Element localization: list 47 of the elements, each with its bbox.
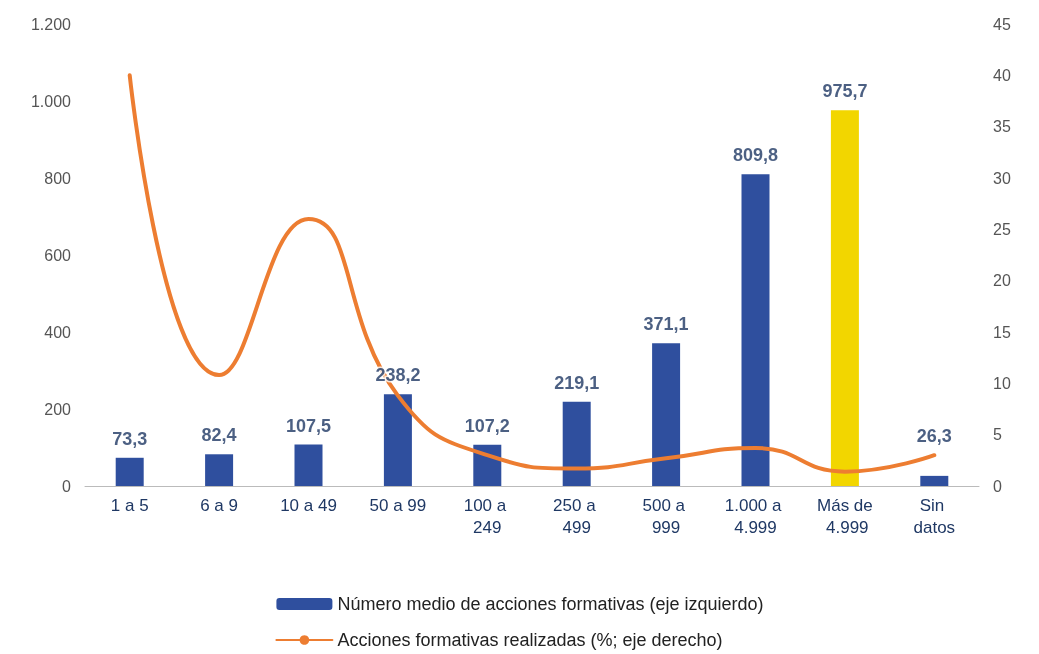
y-tick-label: 0 <box>62 477 72 495</box>
y2-tick-label: 35 <box>993 118 1011 136</box>
y2-tick-label: 5 <box>993 426 1002 444</box>
bar <box>652 343 681 486</box>
data-label: 809,8 <box>732 145 779 166</box>
y-tick-label: 1.000 <box>30 92 72 110</box>
y2-tick-label: 0 <box>993 477 1002 495</box>
bar <box>205 454 234 486</box>
x-tick-label: 1.000 a 4.999 <box>724 495 787 537</box>
y-tick-label: 600 <box>44 246 72 264</box>
bar <box>115 457 144 486</box>
bar <box>920 475 949 486</box>
x-tick-label: 100 a 249 <box>463 495 511 537</box>
bar <box>562 401 591 486</box>
y2-tick-label: 10 <box>993 374 1011 392</box>
data-label: 371,1 <box>643 314 689 335</box>
data-label: 219,1 <box>554 372 600 393</box>
x-tick-label: 250 a 499 <box>553 495 601 537</box>
x-tick-label: Sin datos <box>913 495 956 537</box>
data-label: 73,3 <box>112 428 148 449</box>
x-tick-label: Más de 4.999 <box>817 495 873 537</box>
legend-label: Acciones formativas realizadas (%; eje derecho) <box>337 630 723 650</box>
x-tick-label: 500 a 999 <box>642 495 690 537</box>
data-label: 82,4 <box>201 425 237 446</box>
y-tick-label: 1.200 <box>30 15 72 33</box>
y-tick-label: 400 <box>44 323 72 341</box>
x-tick-label: 6 a 9 <box>200 495 239 515</box>
y-tick-label: 200 <box>44 400 72 418</box>
y2-tick-label: 15 <box>993 323 1011 341</box>
data-label: 26,3 <box>916 426 952 447</box>
data-label: 107,5 <box>285 415 332 436</box>
y2-tick-label: 40 <box>993 66 1011 84</box>
y-tick-label: 800 <box>44 169 72 187</box>
bar <box>383 394 412 486</box>
y2-tick-label: 25 <box>993 220 1011 238</box>
x-tick-label: 50 a 99 <box>369 495 427 515</box>
bar <box>741 174 770 486</box>
data-label: 975,7 <box>822 81 868 102</box>
bar <box>830 110 859 486</box>
data-label: 107,2 <box>464 415 510 436</box>
bar <box>294 444 323 486</box>
x-tick-label: 1 a 5 <box>110 495 149 515</box>
x-tick-label: 10 a 49 <box>280 495 337 515</box>
y2-tick-label: 30 <box>993 169 1011 187</box>
y2-tick-label: 45 <box>993 15 1011 33</box>
legend-label: Número medio de acciones formativas (eje izquierdo) <box>337 594 764 614</box>
y2-tick-label: 20 <box>993 272 1011 290</box>
